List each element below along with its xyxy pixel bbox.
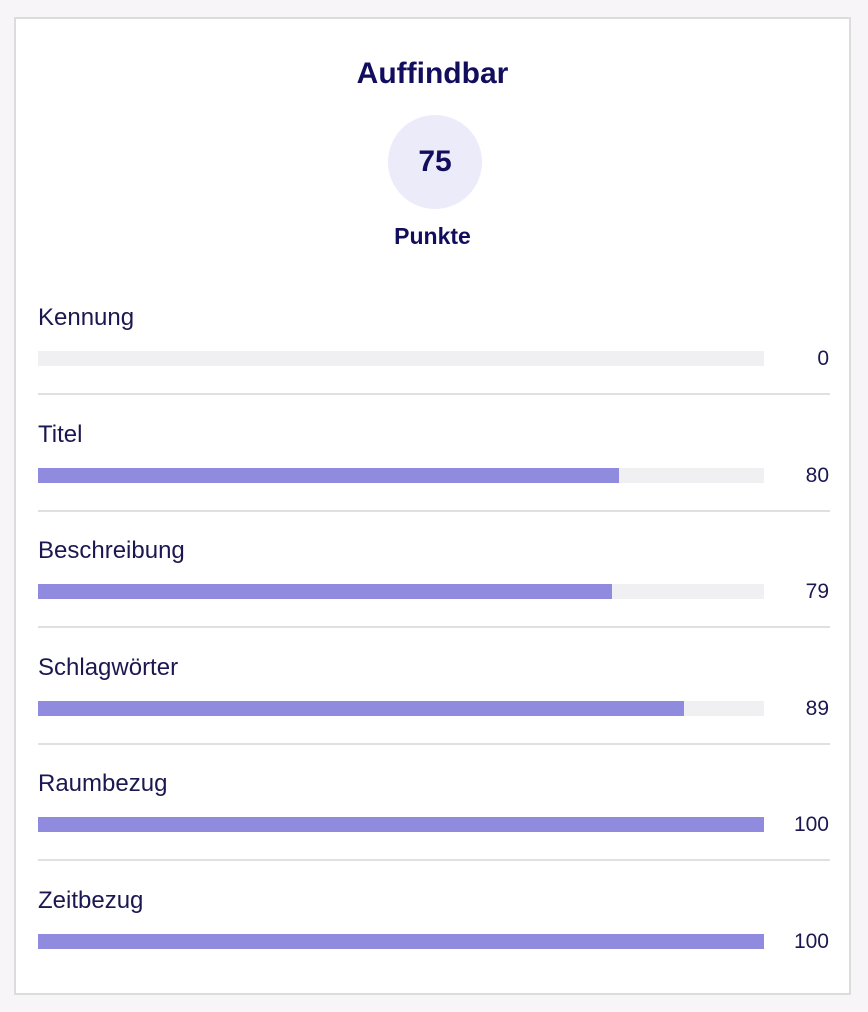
- progress-bar: [38, 584, 764, 599]
- progress-bar: [38, 467, 764, 483]
- score-value: 75: [418, 145, 452, 178]
- criterion-value: 0: [817, 347, 829, 370]
- progress-bar: [38, 817, 764, 832]
- criterion-value: 79: [805, 580, 829, 603]
- criterion-row: Schlagwörter 89: [16, 650, 849, 767]
- score-card: Auffindbar 75 Punkte Kennung 0 Titel 80 Be…: [14, 17, 851, 995]
- criterion-row: Beschreibung 79: [16, 533, 849, 650]
- score-circle: 75: [388, 115, 482, 209]
- progress-bar: [38, 933, 764, 949]
- progress-bar: [38, 351, 764, 366]
- progress-fill: [38, 817, 764, 832]
- criterion-row: Titel 80: [16, 417, 849, 534]
- criterion-row: Kennung 0: [16, 300, 849, 417]
- criterion-label: Kennung: [38, 304, 135, 331]
- divider: [38, 393, 830, 395]
- criterion-value: 100: [793, 813, 829, 836]
- criterion-label: Titel: [38, 420, 83, 448]
- progress-fill: [38, 700, 685, 716]
- divider: [38, 509, 830, 512]
- divider: [38, 859, 830, 861]
- criterion-label: Beschreibung: [38, 537, 185, 564]
- criterion-label: Raumbezug: [38, 770, 168, 797]
- criterion-label: Zeitbezug: [38, 886, 144, 914]
- criterion-value: 89: [805, 696, 829, 720]
- progress-fill: [38, 584, 612, 599]
- divider: [38, 742, 830, 745]
- criterion-row: Zeitbezug 100: [16, 883, 849, 1000]
- criterion-label: Schlagwörter: [38, 653, 179, 681]
- criterion-row: Raumbezug 100: [16, 766, 849, 883]
- divider: [38, 626, 830, 628]
- criterion-value: 80: [805, 463, 829, 487]
- criteria-list: Kennung 0 Titel 80 Beschreibung 79 Schlagwö…: [16, 300, 849, 999]
- progress-fill: [38, 933, 764, 949]
- criterion-value: 100: [793, 929, 829, 953]
- progress-bar: [38, 700, 764, 716]
- score-unit: Punkte: [394, 223, 471, 249]
- card-title: Auffindbar: [356, 57, 509, 90]
- progress-fill: [38, 467, 619, 483]
